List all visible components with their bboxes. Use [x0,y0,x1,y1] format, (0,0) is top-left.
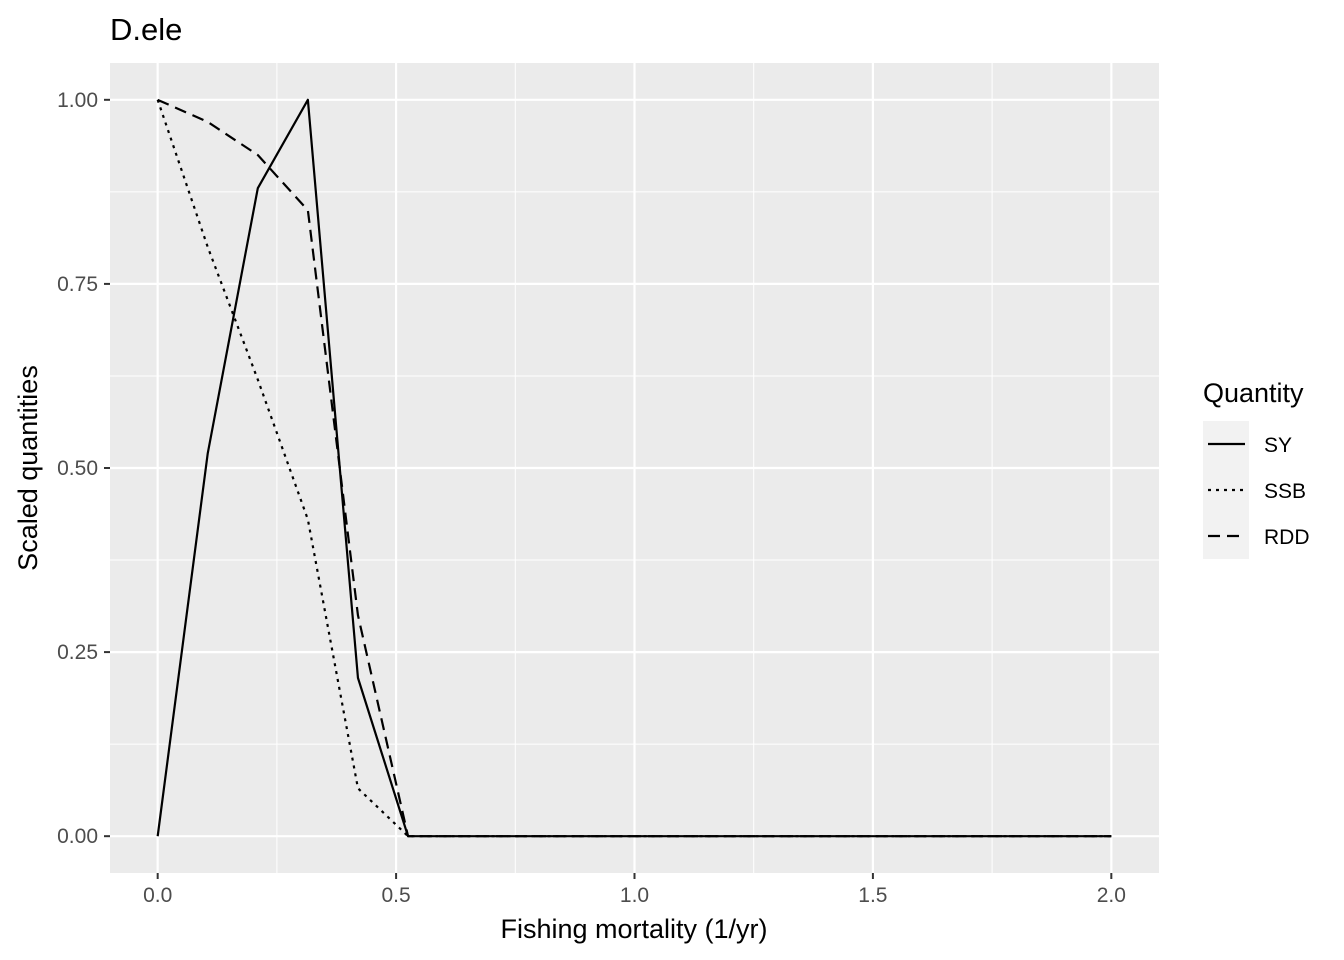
y-axis: 0.00 0.25 0.50 0.75 1.00 [57,89,110,848]
y-tick-label: 0.50 [57,457,98,480]
legend-items: SY SSB RDD [1208,434,1310,549]
legend-title: Quantity [1203,378,1304,408]
legend-label-sy: SY [1264,434,1292,457]
y-tick-label: 0.75 [57,273,98,296]
series-layer [156,98,1112,838]
x-tick-label: 1.0 [620,884,649,907]
y-tick-label: 0.00 [57,825,98,848]
x-axis: 0.0 0.5 1.0 1.5 2.0 [143,873,1126,907]
series-line-rdd [157,98,1112,838]
x-tick-label: 0.5 [381,884,410,907]
chart-title: D.ele [110,12,182,47]
x-tick-label: 1.5 [858,884,887,907]
legend-label-ssb: SSB [1264,480,1306,503]
y-tick-label: 0.25 [57,641,98,664]
x-tick-label: 2.0 [1097,884,1126,907]
x-tick-label: 0.0 [143,884,172,907]
y-axis-title: Scaled quantities [13,365,43,571]
x-axis-title: Fishing mortality (1/yr) [500,914,767,944]
y-tick-label: 1.00 [57,89,98,112]
legend: Quantity SY SSB RDD [1203,378,1310,559]
legend-label-rdd: RDD [1264,526,1310,549]
